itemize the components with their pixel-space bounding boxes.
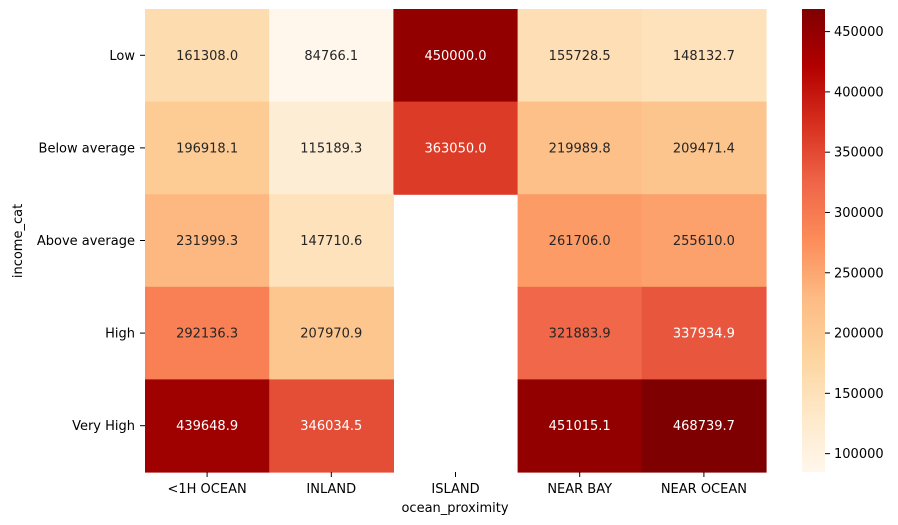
heatmap-cell — [641, 194, 767, 288]
cell-value-label: 337934.9 — [673, 327, 735, 342]
heatmap-cell — [641, 9, 767, 103]
heatmap-cell — [269, 194, 394, 288]
colorbar-tick-label: 450000 — [834, 25, 884, 40]
colorbar-tick-label: 400000 — [834, 85, 884, 100]
x-tick-label: <1H OCEAN — [167, 482, 246, 497]
y-tick-label: Above average — [37, 234, 135, 249]
colorbar-tick-label: 250000 — [834, 266, 884, 281]
colorbar-tick-label: 150000 — [834, 387, 884, 402]
y-tick-label: Below average — [39, 141, 135, 156]
heatmap-cell — [269, 379, 394, 473]
heatmap-cell — [517, 194, 643, 288]
cell-value-label: 468739.7 — [673, 419, 735, 434]
cell-value-label: 207970.9 — [300, 327, 362, 342]
x-tick-label: NEAR BAY — [547, 482, 612, 497]
heatmap-cell — [145, 286, 270, 380]
cell-value-label: 155728.5 — [549, 49, 611, 64]
heatmap-cell — [641, 101, 767, 195]
y-axis-label: income_cat — [11, 204, 26, 278]
x-tick-label: ISLAND — [431, 482, 479, 497]
cell-value-label: 451015.1 — [549, 419, 611, 434]
heatmap-cell — [517, 101, 643, 195]
heatmap-cell-labels: 161308.0 84766.1 450000.0 155728.5 148132.7 1… — [176, 49, 735, 434]
cell-value-label: 115189.3 — [300, 141, 362, 156]
heatmap-cell — [269, 286, 394, 380]
colorbar-tick-label: 100000 — [834, 447, 884, 462]
cell-value-label: 439648.9 — [176, 419, 238, 434]
colorbar-tick-label: 350000 — [834, 146, 884, 161]
heatmap-cell — [641, 379, 767, 473]
heatmap-cell — [517, 379, 643, 473]
colorbar-gradient — [802, 9, 825, 472]
cell-value-label: 147710.6 — [300, 234, 362, 249]
cell-value-label: 148132.7 — [673, 49, 735, 64]
heatmap-cell — [393, 101, 519, 195]
heatmap-cell — [145, 194, 270, 288]
heatmap-cell — [145, 9, 270, 103]
cell-value-label: 196918.1 — [176, 141, 238, 156]
cell-value-label: 346034.5 — [300, 419, 362, 434]
x-tick-label: NEAR OCEAN — [661, 482, 747, 497]
colorbar: 100000 150000 200000 250000 300000 350000 4000… — [802, 9, 884, 472]
x-axis: <1H OCEAN INLAND ISLAND NEAR BAY NEAR OCEAN — [167, 472, 747, 497]
cell-value-label: 363050.0 — [424, 141, 486, 156]
cell-value-label: 209471.4 — [673, 141, 735, 156]
heatmap-cells — [145, 9, 767, 473]
cell-value-label: 231999.3 — [176, 234, 238, 249]
heatmap-cell — [145, 379, 270, 473]
cell-value-label: 161308.0 — [176, 49, 238, 64]
y-tick-label: High — [105, 327, 135, 342]
heatmap-cell — [517, 286, 643, 380]
cell-value-label: 321883.9 — [549, 327, 611, 342]
colorbar-tick-label: 300000 — [834, 206, 884, 221]
cell-value-label: 84766.1 — [304, 49, 358, 64]
cell-value-label: 450000.0 — [424, 49, 486, 64]
heatmap-cell — [145, 101, 270, 195]
y-tick-label: Low — [109, 49, 135, 64]
y-tick-label: Very High — [72, 419, 135, 434]
heatmap-cell — [517, 9, 643, 103]
cell-value-label: 261706.0 — [549, 234, 611, 249]
heatmap-cell — [269, 9, 394, 103]
heatmap-cell — [641, 286, 767, 380]
heatmap-cell — [393, 9, 519, 103]
y-axis: Low Below average Above average High Very Hi… — [37, 49, 145, 434]
heatmap-cell — [269, 101, 394, 195]
x-axis-label: ocean_proximity — [401, 501, 508, 516]
cell-value-label: 219989.8 — [549, 141, 611, 156]
cell-value-label: 255610.0 — [673, 234, 735, 249]
colorbar-tick-label: 200000 — [834, 327, 884, 342]
x-tick-label: INLAND — [306, 482, 356, 497]
cell-value-label: 292136.3 — [176, 327, 238, 342]
